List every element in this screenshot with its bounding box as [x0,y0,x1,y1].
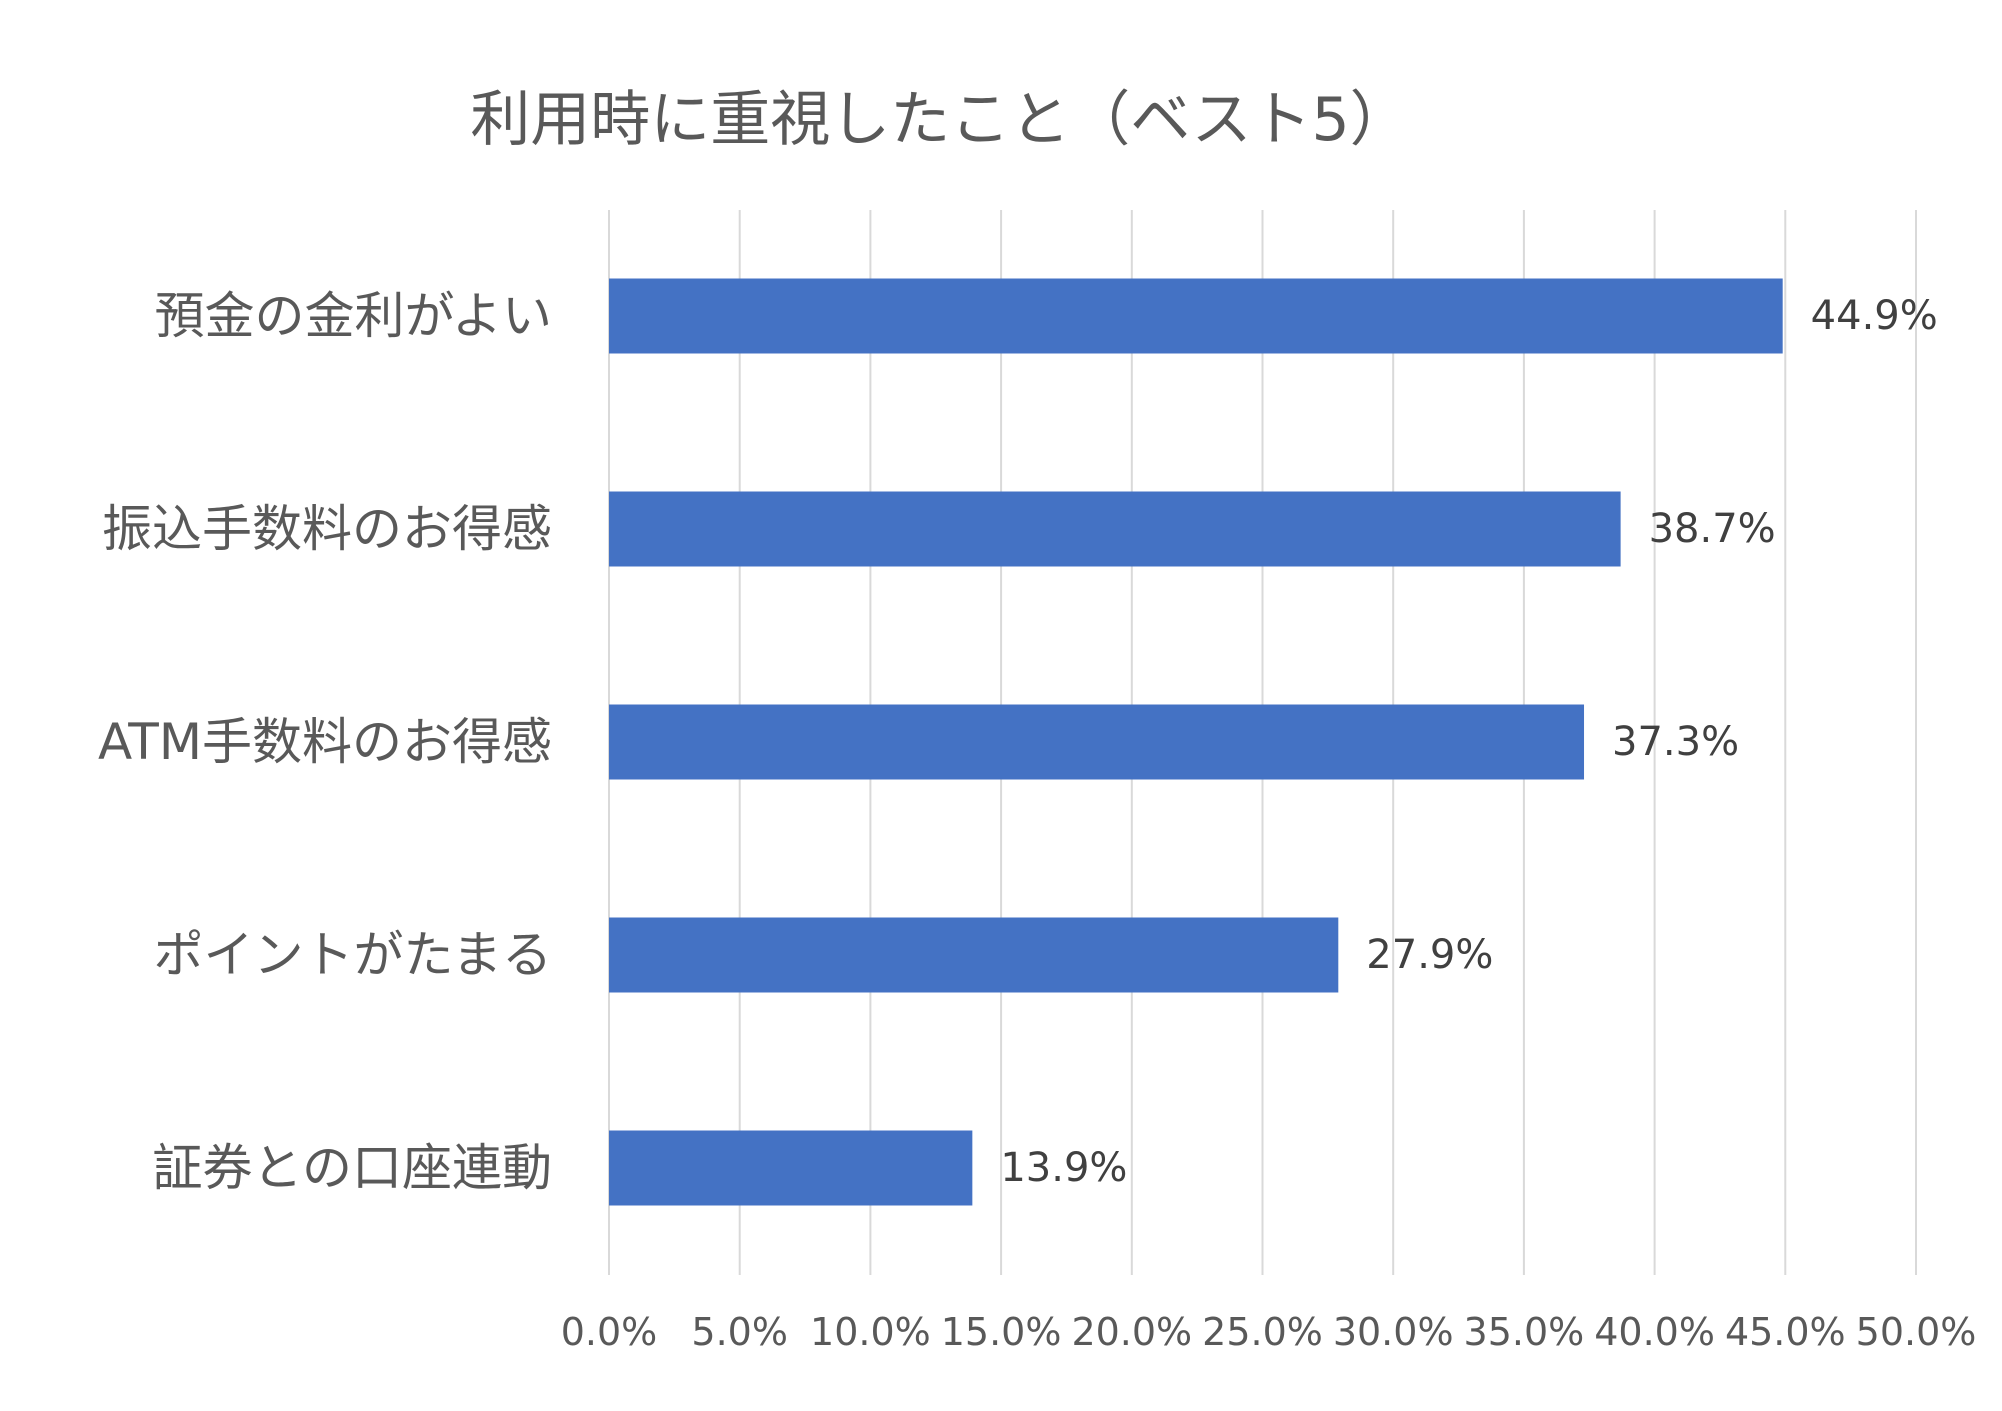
bar-4 [609,1130,973,1206]
x-tick-label-2: 10.0% [810,1310,931,1354]
category-label-4: 証券との口座連動 [153,1139,553,1197]
x-tick-label-10: 50.0% [1856,1310,1977,1354]
chart-title: 利用時に重視したこと（ベスト5） [470,85,1409,155]
bars [609,278,1783,1206]
category-label-1: 振込手数料のお得感 [102,500,552,558]
data-label-4: 13.9% [1000,1145,1127,1191]
bar-1 [609,491,1621,567]
bar-2 [609,704,1585,780]
x-axis-tick-labels: 0.0% 5.0% 10.0% 15.0% 20.0% 25.0% 30.0% 35.0% 40… [561,1310,1977,1354]
bar-3 [609,917,1339,993]
category-label-2: ATM手数料のお得感 [98,713,552,771]
x-tick-label-5: 25.0% [1202,1310,1323,1354]
data-labels: 44.9% 38.7% 37.3% 27.9% 13.9% [1000,293,1937,1191]
bar-0 [609,278,1783,354]
category-label-0: 預金の金利がよい [155,287,553,345]
category-label-3: ポイントがたまる [154,926,553,984]
x-tick-label-1: 5.0% [691,1310,788,1354]
x-tick-label-3: 15.0% [941,1310,1062,1354]
data-label-0: 44.9% [1811,293,1938,339]
data-label-1: 38.7% [1649,506,1776,552]
data-label-2: 37.3% [1612,719,1739,765]
x-tick-label-9: 45.0% [1725,1310,1846,1354]
x-tick-label-6: 30.0% [1333,1310,1454,1354]
x-tick-label-0: 0.0% [561,1310,658,1354]
x-tick-label-4: 20.0% [1071,1310,1192,1354]
data-label-3: 27.9% [1366,932,1493,978]
x-tick-label-8: 40.0% [1594,1310,1715,1354]
x-tick-label-7: 35.0% [1464,1310,1585,1354]
